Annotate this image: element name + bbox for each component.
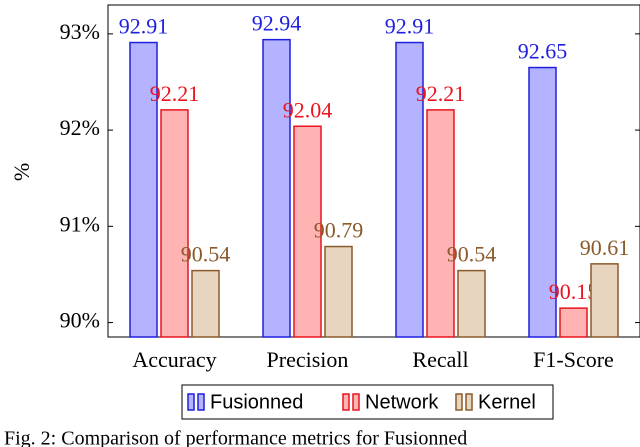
bar [457, 269, 486, 338]
legend-swatch [187, 393, 195, 411]
value-label: 92.65 [518, 39, 568, 64]
bar [395, 41, 424, 338]
y-tick-label: 91% [60, 211, 100, 236]
value-label: 92.21 [416, 81, 466, 106]
legend-box [181, 384, 554, 420]
legend-swatch [342, 393, 350, 411]
legend-swatch [465, 393, 473, 411]
value-label: 92.91 [385, 14, 435, 39]
bar [293, 125, 322, 338]
value-label: 90.54 [181, 242, 231, 267]
value-label: 92.94 [252, 11, 302, 36]
y-tick-label: 93% [60, 19, 100, 44]
plot-frame [107, 4, 640, 338]
value-label: 90.79 [314, 218, 364, 243]
bar [426, 109, 455, 338]
x-tick-label: Precision [267, 347, 349, 372]
legend-label: Network [365, 391, 439, 413]
y-axis-label: % [9, 163, 34, 181]
value-label: 90.15 [549, 279, 599, 304]
y-tick-label: 92% [60, 115, 100, 140]
x-tick-label: Accuracy [132, 347, 216, 372]
value-label: 92.21 [150, 81, 200, 106]
legend-swatch [197, 393, 205, 411]
x-tick-label: Recall [412, 347, 468, 372]
bar [528, 66, 557, 338]
bar [262, 38, 291, 338]
x-tick-label: F1-Score [533, 347, 614, 372]
caption: Fig. 2: Comparison of performance metric… [4, 428, 467, 447]
bar [160, 109, 189, 338]
legend-label: Kernel [478, 391, 536, 413]
legend-label: Fusionned [210, 391, 303, 413]
value-label: 92.04 [283, 97, 333, 122]
legend-swatch [352, 393, 360, 411]
legend-swatch [455, 393, 463, 411]
value-label: 90.61 [580, 235, 630, 260]
y-tick-label: 90% [60, 308, 100, 333]
value-label: 92.91 [119, 14, 169, 39]
bar [590, 263, 619, 338]
bar [559, 307, 588, 338]
bar [324, 245, 353, 338]
bar [129, 41, 158, 338]
bar [191, 269, 220, 338]
value-label: 90.54 [447, 242, 497, 267]
